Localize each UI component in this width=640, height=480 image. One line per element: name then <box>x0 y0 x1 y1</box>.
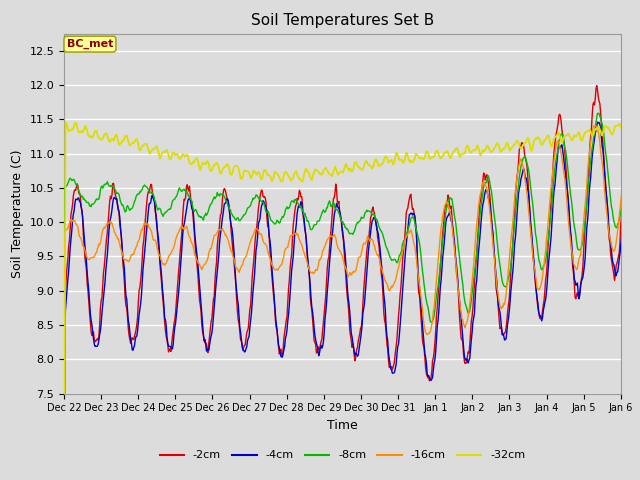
X-axis label: Time: Time <box>327 419 358 432</box>
Y-axis label: Soil Temperature (C): Soil Temperature (C) <box>11 149 24 278</box>
Text: BC_met: BC_met <box>67 39 113 49</box>
Legend: -2cm, -4cm, -8cm, -16cm, -32cm: -2cm, -4cm, -8cm, -16cm, -32cm <box>155 446 530 465</box>
Title: Soil Temperatures Set B: Soil Temperatures Set B <box>251 13 434 28</box>
